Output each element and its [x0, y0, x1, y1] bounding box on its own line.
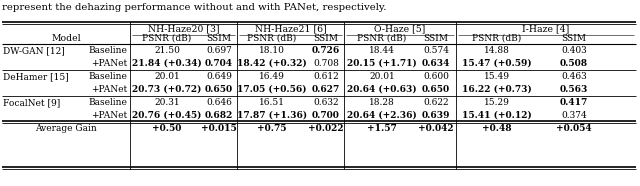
Text: +0.50: +0.50: [152, 124, 182, 133]
Text: 15.47 (+0.59): 15.47 (+0.59): [462, 59, 532, 68]
Text: 0.704: 0.704: [205, 59, 233, 68]
Text: 0.682: 0.682: [205, 111, 233, 120]
Text: 0.508: 0.508: [560, 59, 588, 68]
Text: +0.75: +0.75: [257, 124, 287, 133]
Text: NH-Haze21 [6]: NH-Haze21 [6]: [255, 24, 326, 33]
Text: DW-GAN [12]: DW-GAN [12]: [3, 46, 65, 55]
Text: Baseline: Baseline: [88, 98, 127, 107]
Text: +PANet: +PANet: [91, 85, 127, 94]
Text: 16.22 (+0.73): 16.22 (+0.73): [462, 85, 532, 94]
Text: FocalNet [9]: FocalNet [9]: [3, 98, 60, 107]
Text: 0.463: 0.463: [561, 72, 587, 81]
Text: 20.73 (+0.72): 20.73 (+0.72): [132, 85, 202, 94]
Text: 0.650: 0.650: [422, 85, 450, 94]
Text: 0.700: 0.700: [312, 111, 340, 120]
Text: 0.650: 0.650: [205, 85, 233, 94]
Text: 21.50: 21.50: [154, 46, 180, 55]
Text: +0.022: +0.022: [308, 124, 344, 133]
Text: 15.41 (+0.12): 15.41 (+0.12): [462, 111, 532, 120]
Text: 20.76 (+0.45): 20.76 (+0.45): [132, 111, 202, 120]
Text: 0.697: 0.697: [206, 46, 232, 55]
Text: 17.87 (+1.36): 17.87 (+1.36): [237, 111, 307, 120]
Text: 20.15 (+1.71): 20.15 (+1.71): [347, 59, 417, 68]
Text: 0.403: 0.403: [561, 46, 587, 55]
Text: PSNR (dB): PSNR (dB): [142, 34, 191, 43]
Text: +0.042: +0.042: [418, 124, 454, 133]
Text: Baseline: Baseline: [88, 46, 127, 55]
Text: +0.48: +0.48: [482, 124, 512, 133]
Text: O-Haze [5]: O-Haze [5]: [374, 24, 426, 33]
Text: 16.49: 16.49: [259, 72, 285, 81]
Text: DeHamer [15]: DeHamer [15]: [3, 72, 68, 81]
Text: +1.57: +1.57: [367, 124, 397, 133]
Text: SSIM: SSIM: [207, 34, 232, 43]
Text: 0.649: 0.649: [206, 72, 232, 81]
Text: SSIM: SSIM: [314, 34, 339, 43]
Text: +PANet: +PANet: [91, 59, 127, 68]
Text: 20.64 (+2.36): 20.64 (+2.36): [347, 111, 417, 120]
Text: SSIM: SSIM: [561, 34, 586, 43]
Text: 20.01: 20.01: [154, 72, 180, 81]
Text: 0.646: 0.646: [206, 98, 232, 107]
Text: 0.639: 0.639: [422, 111, 451, 120]
Text: 16.51: 16.51: [259, 98, 285, 107]
Text: +0.015: +0.015: [201, 124, 237, 133]
Text: 21.84 (+0.34): 21.84 (+0.34): [132, 59, 202, 68]
Text: NH-Haze20 [3]: NH-Haze20 [3]: [148, 24, 220, 33]
Text: +PANet: +PANet: [91, 111, 127, 120]
Text: 17.05 (+0.56): 17.05 (+0.56): [237, 85, 307, 94]
Text: 0.563: 0.563: [560, 85, 588, 94]
Text: 20.01: 20.01: [369, 72, 395, 81]
Text: represent the dehazing performance without and with PANet, respectively.: represent the dehazing performance witho…: [2, 3, 387, 12]
Text: 15.49: 15.49: [484, 72, 510, 81]
Text: 0.612: 0.612: [313, 72, 339, 81]
Text: 0.600: 0.600: [423, 72, 449, 81]
Text: 20.64 (+0.63): 20.64 (+0.63): [347, 85, 417, 94]
Text: 0.574: 0.574: [423, 46, 449, 55]
Text: 0.726: 0.726: [312, 46, 340, 55]
Text: 18.10: 18.10: [259, 46, 285, 55]
Text: Average Gain: Average Gain: [35, 124, 97, 133]
Text: 20.31: 20.31: [154, 98, 180, 107]
Text: 15.29: 15.29: [484, 98, 510, 107]
Text: +0.054: +0.054: [556, 124, 592, 133]
Text: PSNR (dB): PSNR (dB): [472, 34, 522, 43]
Text: I-Haze [4]: I-Haze [4]: [522, 24, 570, 33]
Text: Model: Model: [51, 34, 81, 43]
Text: PSNR (dB): PSNR (dB): [248, 34, 296, 43]
Text: 18.28: 18.28: [369, 98, 395, 107]
Text: 18.42 (+0.32): 18.42 (+0.32): [237, 59, 307, 68]
Text: 0.632: 0.632: [313, 98, 339, 107]
Text: 0.374: 0.374: [561, 111, 587, 120]
Text: PSNR (dB): PSNR (dB): [357, 34, 406, 43]
Text: 14.88: 14.88: [484, 46, 510, 55]
Text: 0.417: 0.417: [560, 98, 588, 107]
Text: 0.634: 0.634: [422, 59, 450, 68]
Text: 0.708: 0.708: [313, 59, 339, 68]
Text: 0.622: 0.622: [423, 98, 449, 107]
Text: Baseline: Baseline: [88, 72, 127, 81]
Text: SSIM: SSIM: [424, 34, 449, 43]
Text: 18.44: 18.44: [369, 46, 395, 55]
Text: 0.627: 0.627: [312, 85, 340, 94]
